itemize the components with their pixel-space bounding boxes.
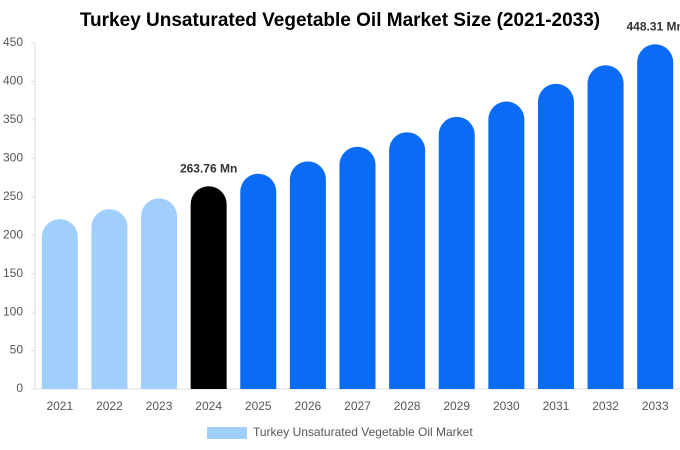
y-tick-label: 450 — [3, 35, 23, 49]
x-tick-label: 2030 — [493, 399, 520, 413]
bar — [41, 219, 78, 389]
x-tick-label: 2033 — [642, 399, 669, 413]
bar — [289, 161, 326, 389]
x-tick-label: 2025 — [245, 399, 272, 413]
y-tick-label: 50 — [10, 343, 24, 357]
y-tick-label: 250 — [3, 189, 23, 203]
bar — [438, 116, 475, 389]
x-tick-label: 2026 — [295, 399, 322, 413]
bar — [190, 186, 227, 389]
y-tick-label: 200 — [3, 227, 23, 241]
chart-title: Turkey Unsaturated Vegetable Oil Market … — [80, 10, 600, 31]
y-tick-label: 400 — [3, 74, 23, 88]
bar — [537, 83, 574, 390]
bar — [488, 101, 525, 389]
bar — [240, 173, 277, 389]
bar — [141, 198, 178, 389]
y-tick-label: 100 — [3, 304, 23, 318]
value-label: 263.76 Mn — [180, 161, 237, 175]
bar — [587, 65, 624, 389]
y-tick-label: 0 — [16, 381, 23, 395]
legend-label: Turkey Unsaturated Vegetable Oil Market — [253, 425, 473, 439]
x-tick-label: 2029 — [443, 399, 470, 413]
y-tick-label: 300 — [3, 151, 23, 165]
y-tick-label: 150 — [3, 266, 23, 280]
legend-swatch — [207, 427, 247, 439]
bar — [91, 209, 128, 389]
x-tick-label: 2032 — [592, 399, 619, 413]
x-tick-label: 2022 — [96, 399, 123, 413]
x-tick-label: 2031 — [543, 399, 570, 413]
x-tick-label: 2027 — [344, 399, 371, 413]
bar — [637, 44, 674, 389]
value-label: 448.31 Mn — [627, 19, 680, 33]
bar — [389, 132, 426, 390]
y-tick-label: 350 — [3, 112, 23, 126]
x-tick-label: 2023 — [146, 399, 173, 413]
bar — [339, 146, 376, 389]
x-tick-label: 2021 — [46, 399, 73, 413]
x-tick-label: 2028 — [394, 399, 421, 413]
x-tick-label: 2024 — [195, 399, 222, 413]
